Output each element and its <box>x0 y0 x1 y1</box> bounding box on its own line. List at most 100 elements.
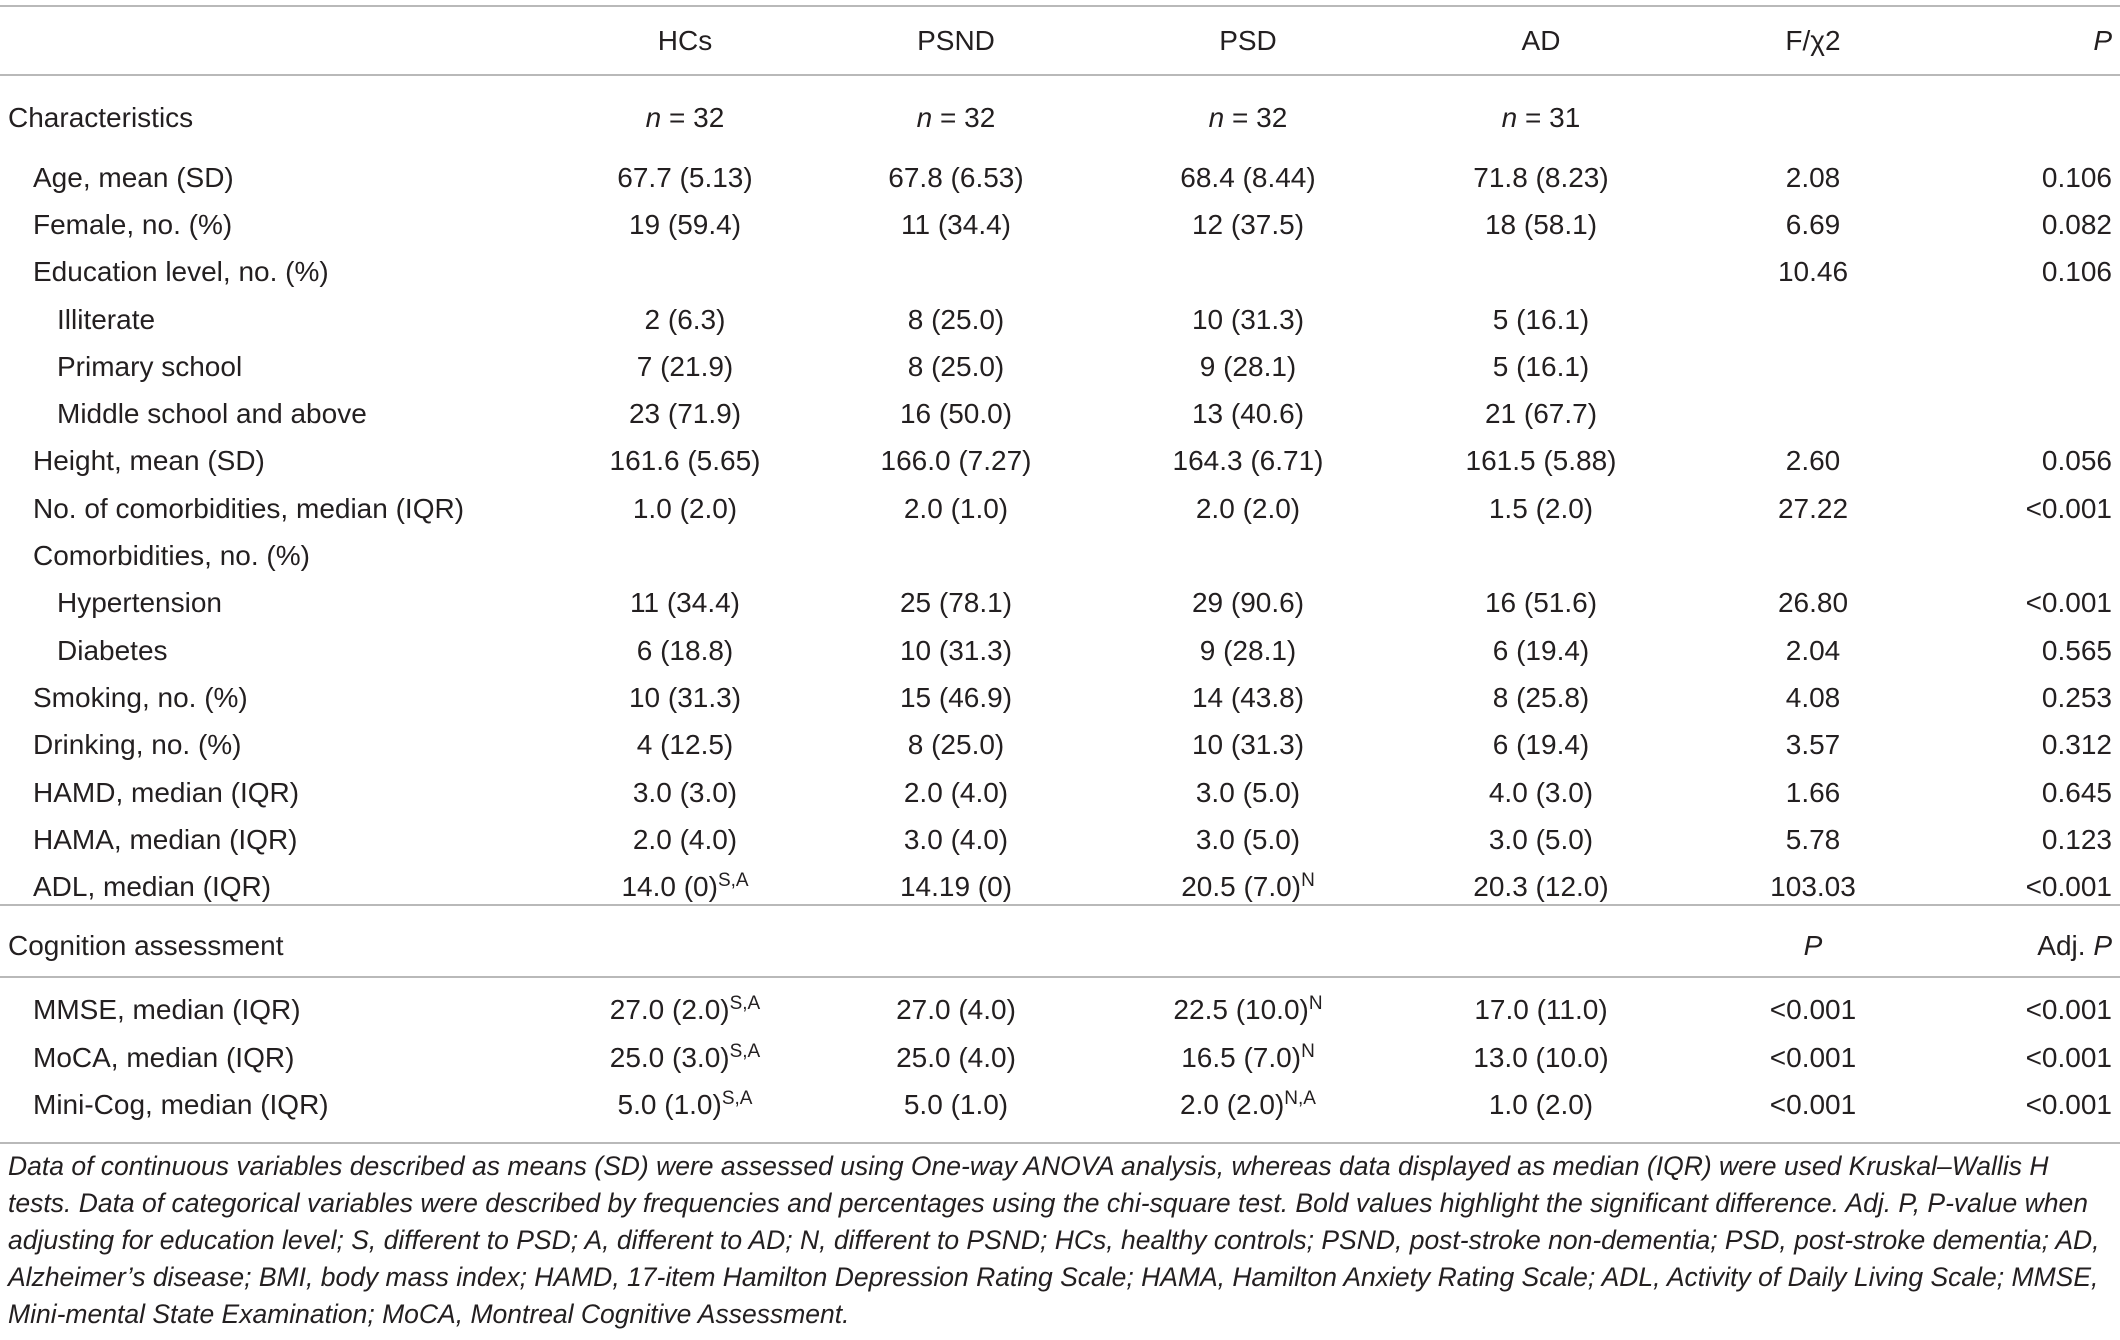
header-psnd: PSND <box>917 25 995 56</box>
cell-psnd: 8 (25.0) <box>810 722 1102 769</box>
cell-ad: 1.0 (2.0) <box>1394 1081 1688 1128</box>
cell-hcs-value: 1.0 (2.0) <box>632 492 738 524</box>
row-label-value: HAMA, median (IQR) <box>33 823 298 855</box>
cell-p-value: 0.253 <box>2041 681 2112 713</box>
row-label-value: Mini-Cog, median (IQR) <box>33 1088 329 1120</box>
cell-psnd: 8 (25.0) <box>810 343 1102 390</box>
cell-p: 0.312 <box>1938 722 2120 769</box>
table-row: Smoking, no. (%) 10 (31.3) 15 (46.9) 14 (43… <box>0 674 2120 721</box>
cell-p: 0.253 <box>1938 674 2120 721</box>
cell-psd-superscript: N <box>1308 993 1323 1015</box>
table-row: HAMA, median (IQR) 2.0 (4.0) 3.0 (4.0) 3.0 … <box>0 816 2120 863</box>
n-ad-value: = 31 <box>1517 102 1581 133</box>
cell-psnd: 2.0 (1.0) <box>810 485 1102 532</box>
cell-psd-value: 10 (31.3) <box>1191 729 1305 761</box>
cell-p <box>1938 296 2120 343</box>
table-footnote: Data of continuous variables described a… <box>8 1148 2112 1333</box>
row-label: HAMA, median (IQR) <box>0 816 560 863</box>
cell-ad-value: 1.0 (2.0) <box>1488 1088 1594 1120</box>
cell-hcs-value: 2 (6.3) <box>644 303 726 335</box>
row-label: Drinking, no. (%) <box>0 722 560 769</box>
cell-ad-value: 8 (25.8) <box>1492 681 1590 713</box>
n-prefix: n <box>1208 102 1225 133</box>
table-row: MoCA, median (IQR) 25.0 (3.0)S,A 25.0 (4.0… <box>0 1034 2120 1081</box>
cell-p-value: 0.106 <box>2041 256 2112 288</box>
table-row: Comorbidities, no. (%) <box>0 532 2120 579</box>
cell-psd: 3.0 (5.0) <box>1102 816 1394 863</box>
cell-hcs-value: 11 (34.4) <box>630 587 740 619</box>
n-psnd-value: = 32 <box>932 102 996 133</box>
cell-psnd-value: 10 (31.3) <box>899 634 1013 666</box>
table-row: Education level, no. (%) 10.46 0.106 <box>0 249 2120 296</box>
table-row: ADL, median (IQR) 14.0 (0)S,A 14.19 (0) 20.… <box>0 863 2120 910</box>
cell-psd-value: 3.0 (5.0) <box>1195 776 1301 808</box>
row-label: Age, mean (SD) <box>0 154 560 201</box>
cell-psnd: 16 (50.0) <box>810 390 1102 437</box>
cell-ad-value: 16 (51.6) <box>1484 587 1598 619</box>
cell-p <box>1938 343 2120 390</box>
n-prefix: n <box>916 102 933 133</box>
row-label: MoCA, median (IQR) <box>0 1034 560 1081</box>
cell-adj-p-value: <0.001 <box>2025 1041 2112 1073</box>
cell-psnd: 27.0 (4.0) <box>810 981 1102 1034</box>
cell-psd-value: 9 (28.1) <box>1199 350 1297 382</box>
cell-ad: 71.8 (8.23) <box>1394 154 1688 201</box>
cell-ad-value: 20.3 (12.0) <box>1473 871 1609 903</box>
cell-p: 0.082 <box>1938 201 2120 248</box>
table-row: Age, mean (SD) 67.7 (5.13) 67.8 (6.53) 68.4… <box>0 154 2120 201</box>
cell-f-value: 2.60 <box>1785 445 1841 477</box>
header-p: P <box>2093 25 2112 56</box>
cell-psd: 9 (28.1) <box>1102 627 1394 674</box>
cell-psd: 22.5 (10.0)N <box>1102 981 1394 1034</box>
characteristics-section-row: Characteristics n = 32 n = 32 n = 32 n =… <box>0 82 2120 154</box>
cell-p: 0.106 <box>1938 249 2120 296</box>
cell-hcs: 6 (18.8) <box>560 627 810 674</box>
row-label-value: HAMD, median (IQR) <box>33 776 300 808</box>
empty-cell <box>1688 82 1938 154</box>
cell-ad: 3.0 (5.0) <box>1394 816 1688 863</box>
cell-ad-value: 161.5 (5.88) <box>1465 445 1617 477</box>
cell-ad: 6 (19.4) <box>1394 627 1688 674</box>
cell-hcs-value: 6 (18.8) <box>636 634 734 666</box>
cell-f: 2.04 <box>1688 627 1938 674</box>
row-label: Diabetes <box>0 627 560 674</box>
row-label-value: Primary school <box>57 350 243 382</box>
cell-psd-value: 3.0 (5.0) <box>1195 823 1301 855</box>
cell-psd: 10 (31.3) <box>1102 296 1394 343</box>
cell-f <box>1688 343 1938 390</box>
cell-psnd: 5.0 (1.0) <box>810 1081 1102 1128</box>
cell-f: 1.66 <box>1688 769 1938 816</box>
cell-psnd-value: 15 (46.9) <box>899 681 1013 713</box>
cell-f: 103.03 <box>1688 863 1938 910</box>
cell-psd: 13 (40.6) <box>1102 390 1394 437</box>
row-label: MMSE, median (IQR) <box>0 981 560 1034</box>
row-label: Height, mean (SD) <box>0 438 560 485</box>
cell-hcs: 4 (12.5) <box>560 722 810 769</box>
cell-f-value: 2.08 <box>1785 161 1841 193</box>
cell-psd: 12 (37.5) <box>1102 201 1394 248</box>
row-label-value: Hypertension <box>57 587 222 619</box>
cell-hcs: 2.0 (4.0) <box>560 816 810 863</box>
row-label-value: Smoking, no. (%) <box>33 681 248 713</box>
cell-f-value: 26.80 <box>1777 587 1849 619</box>
n-hcs: n = 32 <box>560 82 810 154</box>
cell-ad-value: 17.0 (11.0) <box>1474 994 1608 1026</box>
row-label: Primary school <box>0 343 560 390</box>
cell-adj-p-value: <0.001 <box>2025 1088 2112 1120</box>
cell-psd <box>1102 249 1394 296</box>
cell-ad <box>1394 249 1688 296</box>
cell-psd <box>1102 532 1394 579</box>
cell-hcs <box>560 532 810 579</box>
cell-p-value: 0.056 <box>2041 445 2112 477</box>
cell-ad: 20.3 (12.0) <box>1394 863 1688 910</box>
empty-cell <box>560 911 810 981</box>
table-row: Drinking, no. (%) 4 (12.5) 8 (25.0) 10 (31.… <box>0 722 2120 769</box>
cell-f: 2.60 <box>1688 438 1938 485</box>
row-label: Hypertension <box>0 580 560 627</box>
table-row: Illiterate 2 (6.3) 8 (25.0) 10 (31.3) 5 (16.… <box>0 296 2120 343</box>
characteristics-table: HCs PSND PSD AD F/χ2 P Characteristics n… <box>0 25 2120 1128</box>
cell-hcs: 3.0 (3.0) <box>560 769 810 816</box>
cell-hcs-superscript: S,A <box>721 1087 753 1109</box>
cell-hcs <box>560 249 810 296</box>
characteristics-title: Characteristics <box>8 102 194 133</box>
